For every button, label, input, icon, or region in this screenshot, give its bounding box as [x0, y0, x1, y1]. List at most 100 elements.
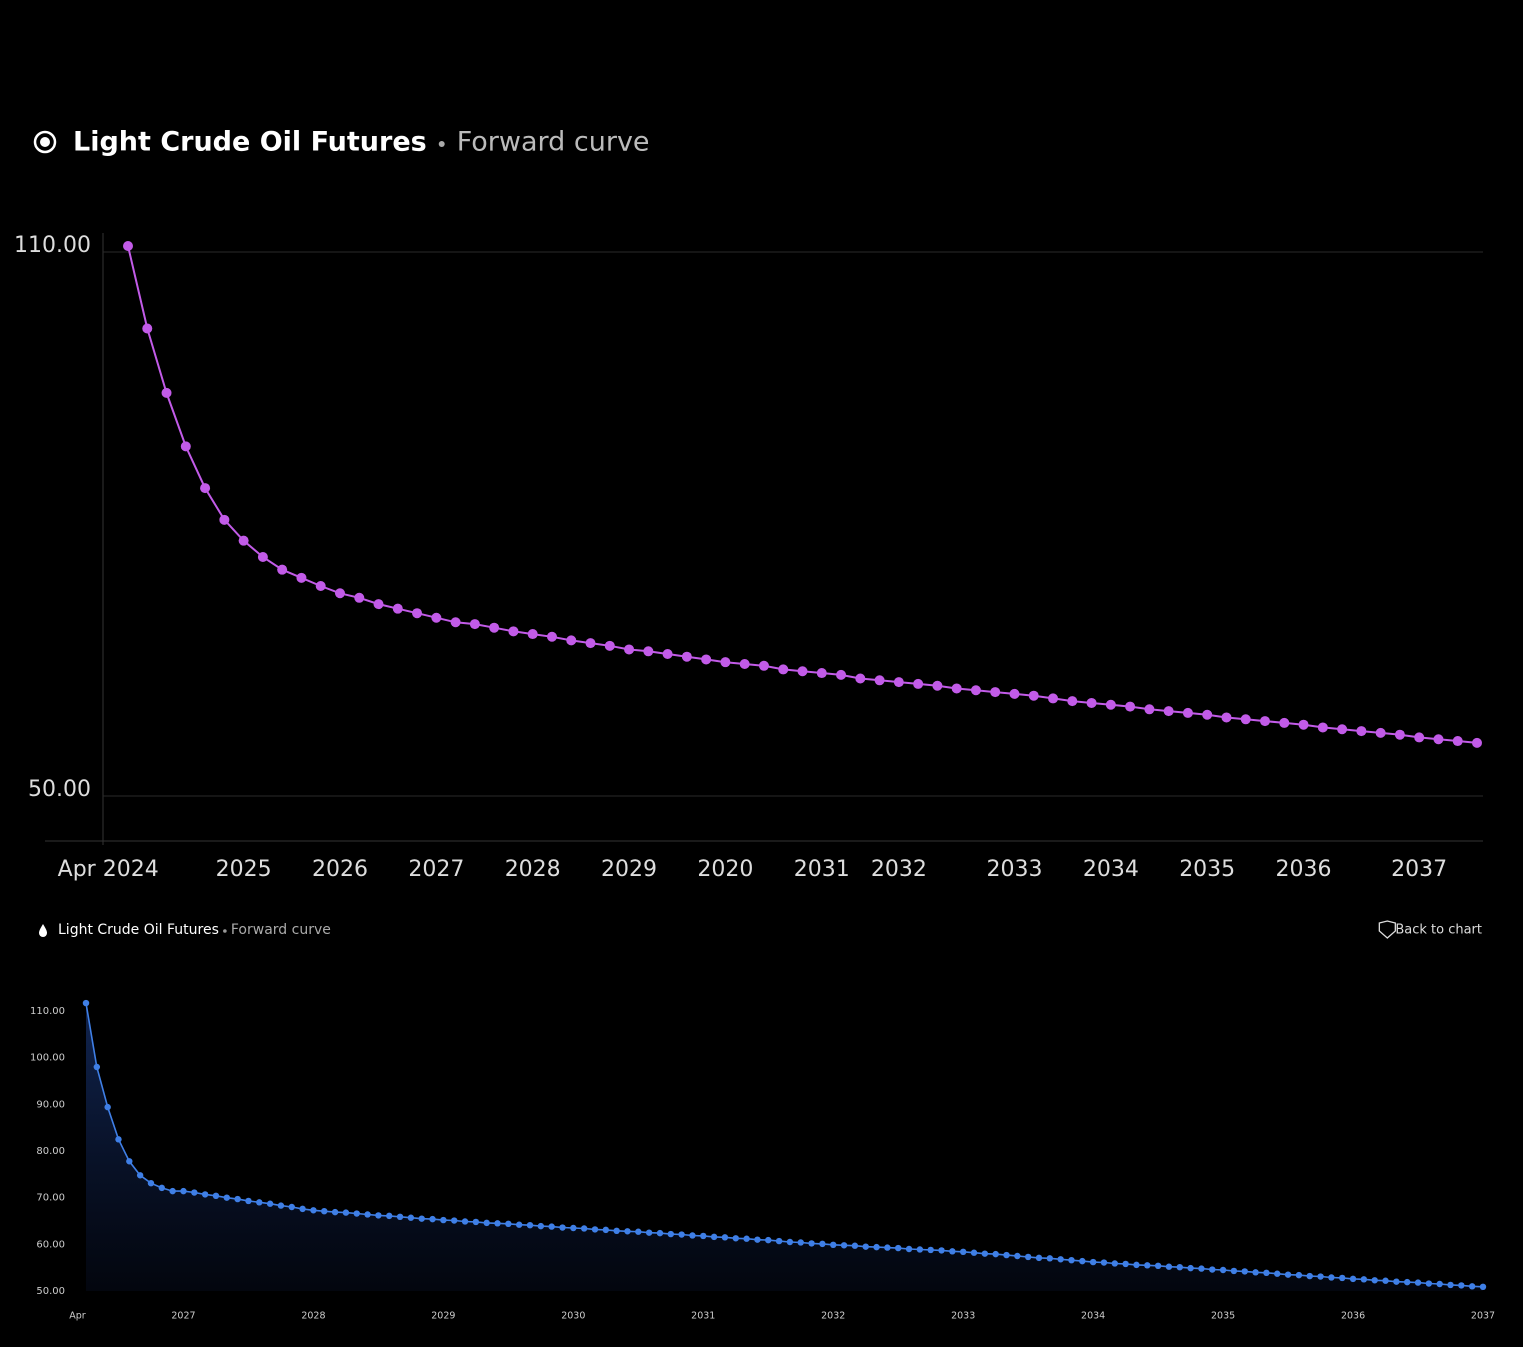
data-point [808, 1240, 815, 1247]
data-point [526, 1222, 534, 1229]
data-point [681, 651, 692, 662]
data-point [700, 1232, 707, 1240]
x-tick-label: Apr 2024 [58, 857, 159, 882]
data-point [429, 1215, 436, 1223]
data-point [932, 680, 943, 691]
data-point [874, 675, 885, 686]
data-point [1317, 722, 1328, 733]
data-point [353, 1210, 360, 1217]
data-point [970, 1249, 978, 1256]
x-tick-label: 2025 [216, 857, 272, 882]
data-point [527, 629, 538, 640]
data-point [1219, 1266, 1227, 1274]
data-point [701, 654, 712, 665]
data-point [1122, 1260, 1129, 1268]
data-point [1003, 1251, 1010, 1259]
data-point [412, 608, 423, 619]
data-point [451, 1217, 458, 1224]
data-point [180, 441, 191, 452]
x-tick-label: 2031 [794, 857, 850, 882]
data-point [830, 1241, 837, 1249]
data-point [1472, 737, 1482, 748]
data-point [1009, 688, 1020, 699]
data-point [624, 644, 635, 655]
y-tick-label: 110.00 [14, 233, 91, 258]
data-point [990, 687, 1001, 698]
data-point [469, 619, 480, 630]
data-point [1452, 736, 1463, 747]
data-point [754, 1236, 761, 1243]
x-tick-label: 2036 [1276, 857, 1332, 882]
area [86, 1003, 1483, 1291]
data-point [1163, 706, 1174, 717]
data-point [515, 1221, 523, 1228]
back-icon[interactable] [1378, 920, 1396, 939]
data-point [604, 640, 615, 651]
data-point [1067, 696, 1078, 707]
data-point [951, 683, 962, 694]
data-point [418, 1215, 425, 1222]
data-point [570, 1224, 577, 1232]
back-to-chart-button[interactable]: Back to chart [1378, 920, 1482, 939]
data-point [786, 1238, 794, 1246]
data-point [296, 572, 307, 583]
data-point [585, 638, 596, 649]
data-point [1209, 1266, 1216, 1273]
data-point [602, 1226, 610, 1234]
x-tick-label: 2033 [951, 1311, 975, 1322]
data-point [396, 1213, 404, 1221]
data-point [1111, 1260, 1118, 1267]
data-point [299, 1205, 306, 1213]
x-tick-label: 2032 [871, 857, 927, 882]
data-point [201, 1191, 209, 1198]
data-point [656, 1229, 664, 1237]
data-point [548, 1223, 555, 1230]
data-point [721, 1234, 729, 1241]
data-point [1048, 693, 1059, 704]
data-point [483, 1219, 490, 1227]
data-point [191, 1189, 198, 1196]
data-point [689, 1232, 696, 1239]
data-point [1339, 1274, 1346, 1282]
data-point [238, 535, 249, 546]
data-point [855, 673, 866, 684]
data-point [277, 564, 288, 575]
data-point [1089, 1258, 1097, 1266]
data-point [1046, 1255, 1054, 1262]
data-point [234, 1195, 241, 1203]
separator-dot [223, 929, 227, 933]
data-point [981, 1250, 989, 1257]
data-point [662, 649, 673, 659]
data-point [1458, 1282, 1465, 1289]
data-point [1468, 1283, 1476, 1290]
data-point [1274, 1270, 1281, 1277]
data-point [1393, 1278, 1400, 1285]
data-point [895, 1244, 902, 1252]
data-point [1105, 699, 1116, 710]
x-tick-label: 2034 [1081, 1311, 1105, 1322]
data-point [1176, 1264, 1183, 1271]
data-point [765, 1236, 772, 1244]
data-point [591, 1226, 599, 1233]
symbol-icon-dot [40, 137, 50, 147]
data-point [494, 1220, 501, 1227]
x-tick-label: 2035 [1179, 857, 1235, 882]
chart-title: Light Crude Oil Futures [58, 922, 219, 938]
x-tick-label: 2035 [1211, 1311, 1235, 1322]
data-point [334, 588, 345, 599]
data-point [136, 1172, 144, 1179]
data-point [816, 668, 827, 679]
data-point [245, 1197, 252, 1205]
data-point [321, 1208, 328, 1215]
y-tick-label: 110.00 [30, 1006, 65, 1017]
data-point [180, 1187, 187, 1195]
data-point [461, 1218, 469, 1225]
data-point [1165, 1263, 1173, 1270]
data-point [559, 1224, 566, 1231]
data-point [1349, 1275, 1357, 1283]
back-button-label[interactable]: Back to chart [1395, 923, 1482, 938]
data-point [1024, 1253, 1032, 1261]
data-point [1079, 1257, 1086, 1265]
data-point [678, 1231, 685, 1238]
